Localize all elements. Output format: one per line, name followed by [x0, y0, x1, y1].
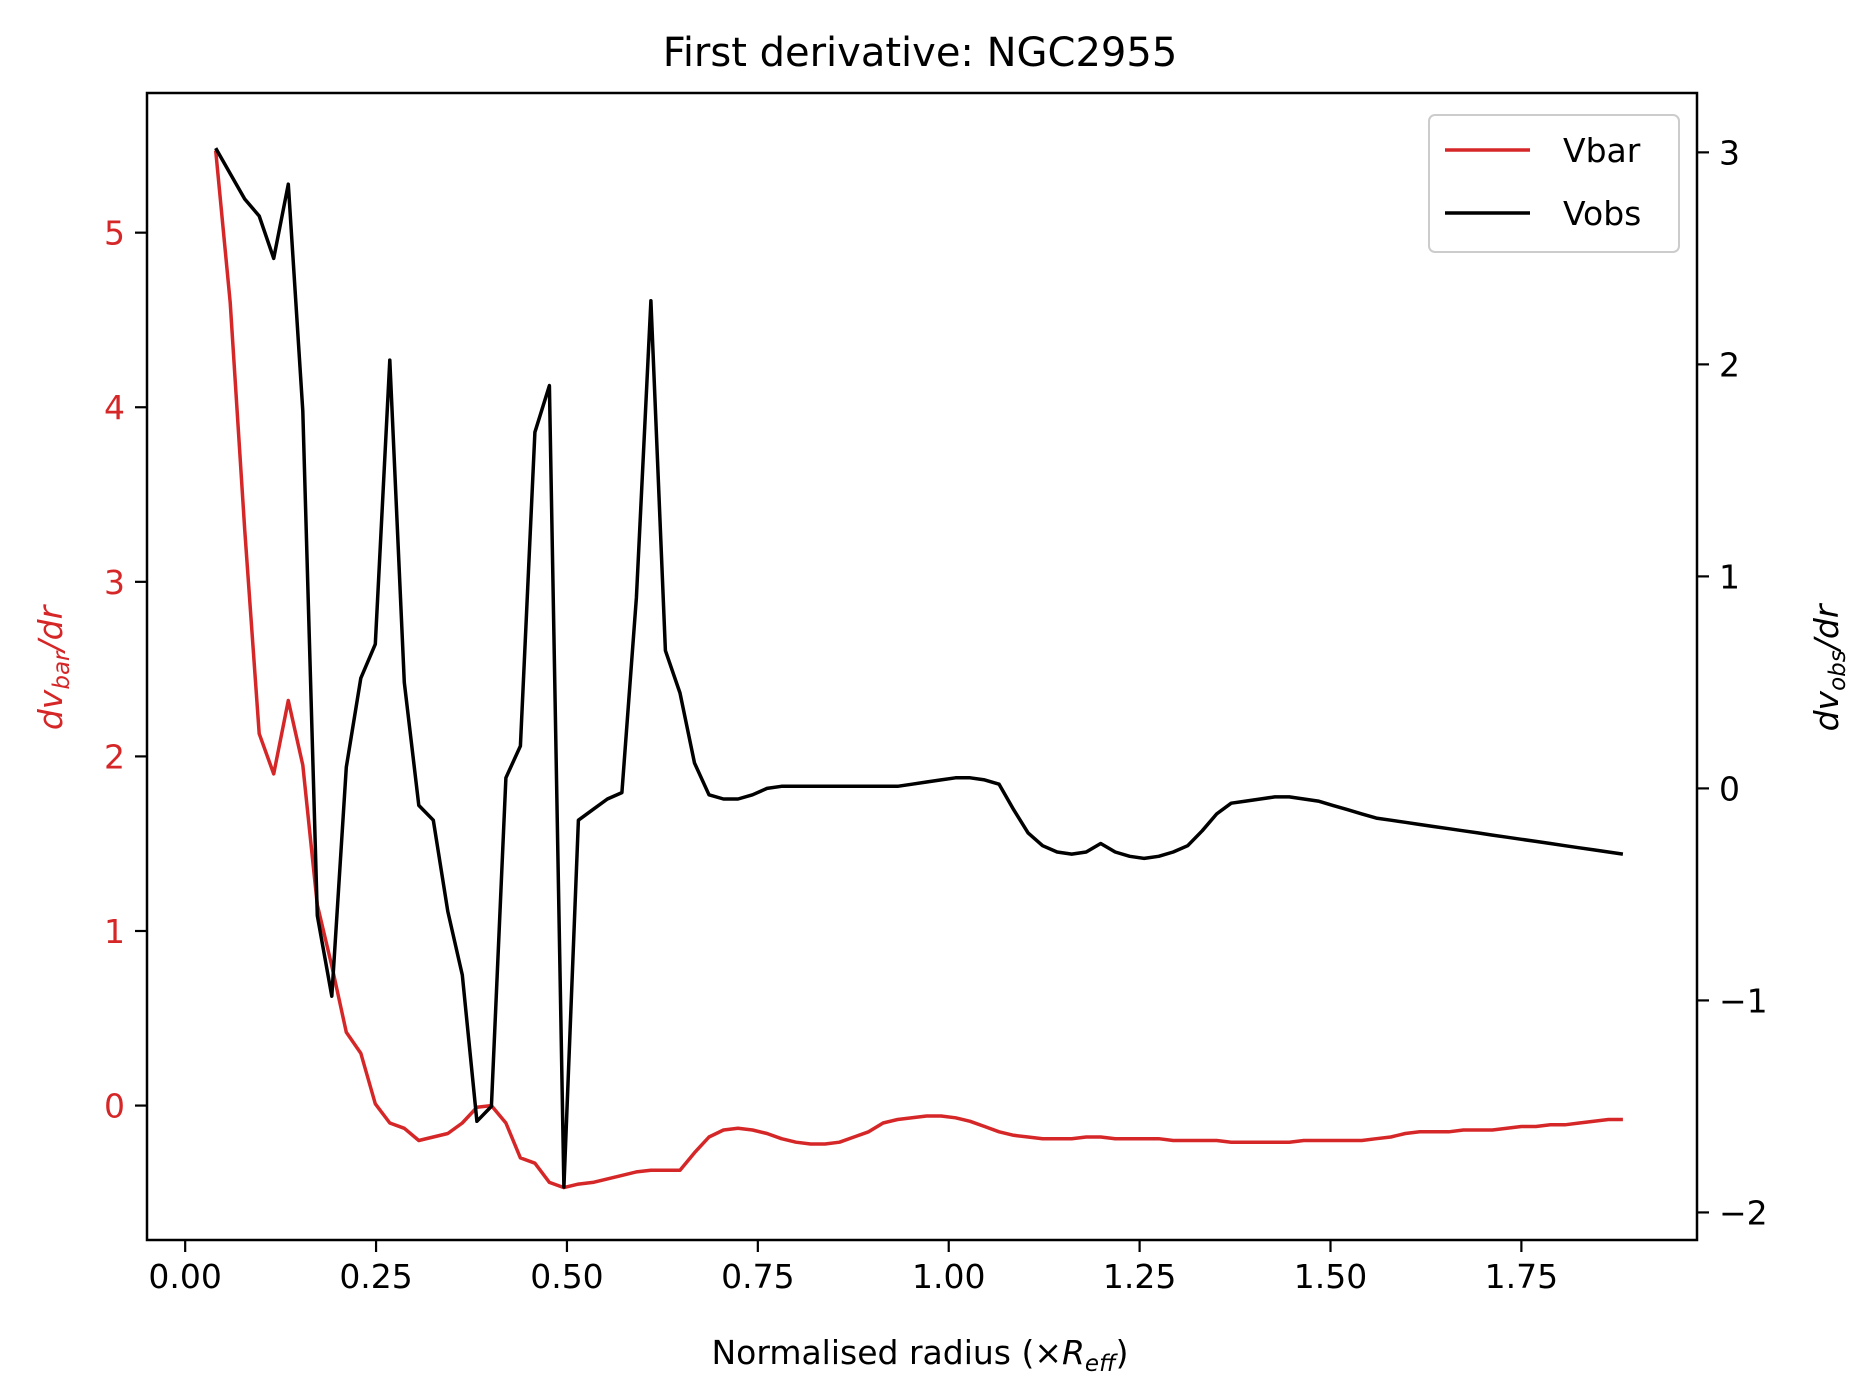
y-right-tick-label: −2 — [1719, 1193, 1768, 1232]
y-right-tick-label: 2 — [1719, 345, 1740, 384]
y-axis-right: −2 −1 0 1 2 3 — [1697, 133, 1768, 1232]
y-axis-left-label-suffix: /dr — [31, 603, 70, 654]
x-tick-label: 0.00 — [148, 1257, 221, 1296]
y-left-tick-label: 4 — [104, 388, 125, 427]
x-axis-label-math-base: R — [1062, 1333, 1085, 1372]
y-left-tick-label: 1 — [104, 912, 125, 951]
y-left-tick-label: 5 — [104, 214, 125, 253]
x-axis-label-suffix: ) — [1116, 1333, 1129, 1372]
x-axis-label-text: Normalised radius (× — [711, 1333, 1062, 1372]
x-tick-label: 0.75 — [721, 1257, 794, 1296]
x-axis-label: Normalised radius (×Reff) — [711, 1333, 1128, 1377]
y-left-tick-label: 0 — [104, 1087, 125, 1126]
y-axis-right-label-suffix: /dr — [1807, 602, 1846, 653]
y-left-tick-label: 3 — [104, 563, 125, 602]
y-axis-right-label: dvobs/dr — [1807, 602, 1851, 731]
plot-frame — [145, 91, 1699, 1242]
x-tick-label: 1.00 — [912, 1257, 985, 1296]
series-line-vobs — [214, 147, 1624, 1189]
legend-label-vobs: Vobs — [1563, 194, 1641, 233]
chart-title: First derivative: NGC2955 — [663, 30, 1178, 76]
y-left-tick-label: 2 — [104, 737, 125, 776]
legend: Vbar Vobs — [1428, 114, 1680, 253]
y-axis-left-label-base: dv — [31, 689, 70, 730]
y-axis-left-label-sub: bar — [49, 650, 75, 690]
x-tick-label: 1.25 — [1103, 1257, 1176, 1296]
y-axis-right-label-sub: obs — [1825, 650, 1851, 691]
y-right-tick-label: −1 — [1719, 981, 1768, 1020]
legend-label-vbar: Vbar — [1563, 131, 1641, 170]
y-right-tick-label: 1 — [1719, 557, 1740, 596]
y-right-tick-label: 3 — [1719, 133, 1740, 172]
x-tick-label: 1.75 — [1485, 1257, 1558, 1296]
x-axis-label-math-sub: eff — [1085, 1351, 1118, 1377]
x-tick-label: 0.50 — [530, 1257, 603, 1296]
y-right-tick-label: 0 — [1719, 769, 1740, 808]
x-tick-label: 0.25 — [339, 1257, 412, 1296]
series-line-vbar — [213, 150, 1623, 1190]
plot-lines — [213, 147, 1624, 1190]
legend-box — [1428, 114, 1680, 253]
y-axis-left-label: dvbar/dr — [31, 603, 75, 730]
y-axis-right-label-base: dv — [1807, 690, 1846, 731]
x-axis: 0.00 0.25 0.50 0.75 1.00 1.25 1.50 1.75 — [148, 1240, 1558, 1296]
x-tick-label: 1.50 — [1294, 1257, 1367, 1296]
y-axis-left: 0 1 2 3 4 5 — [104, 214, 147, 1126]
